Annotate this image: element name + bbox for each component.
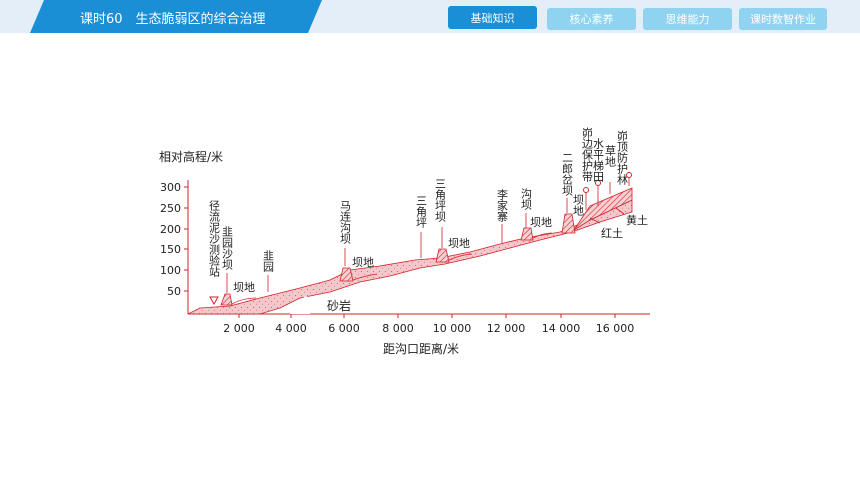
y-tick: 50 (167, 285, 181, 298)
dam-shape (220, 293, 233, 306)
dam-shape (573, 187, 633, 231)
x-tick: 16 000 (596, 322, 635, 335)
x-axis-label: 距沟口距离/米 (383, 341, 459, 356)
label-malian-dam: 马连沟坝 (339, 200, 352, 244)
dam-shape (520, 227, 534, 241)
y-tick: 100 (160, 264, 181, 277)
leader-lines (226, 178, 630, 293)
x-tick: 8 000 (382, 322, 414, 335)
x-tick: 10 000 (433, 322, 472, 335)
y-ticks: 300 250 200 150 100 50 (160, 181, 188, 298)
label-terrace: 水平梯田 (592, 138, 605, 182)
tab-core-literacy[interactable]: 核心素养 (547, 8, 636, 30)
dams (220, 187, 633, 306)
label-sanjiaoping: 三角坪 (415, 195, 428, 229)
x-tick: 12 000 (487, 322, 526, 335)
tree-markers (583, 172, 632, 193)
label-red-soil: 红土 (601, 227, 623, 240)
label-damland: 坝地 (448, 236, 470, 250)
x-tick: 14 000 (542, 322, 581, 335)
x-ticks: 2 000 4 000 6 000 8 000 10 000 12 000 14… (223, 314, 634, 335)
y-axis-label: 相对高程/米 (159, 149, 223, 164)
label-damland: 坝地 (352, 255, 374, 269)
tab-homework[interactable]: 课时数智作业 (739, 8, 827, 30)
label-leek-garden: 韭园 (262, 250, 275, 273)
x-tick: 4 000 (275, 322, 307, 335)
top-bar: 课时60 生态脆弱区的综合治理 基础知识 核心素养 思维能力 课时数智作业 (0, 0, 860, 33)
label-grassland: 草地 (604, 145, 617, 167)
dam-shape (435, 248, 450, 263)
tab-basic-knowledge[interactable]: 基础知识 (448, 6, 537, 29)
lesson-title-tab (30, 0, 322, 33)
label-lijiazhai: 李家寨 (496, 188, 509, 222)
label-loess: 黄土 (626, 213, 648, 227)
y-tick: 300 (160, 181, 181, 194)
y-tick: 150 (160, 243, 181, 256)
label-erlang-dam: 二郎岔坝 (561, 152, 574, 196)
label-leek-dam: 韭园沙坝 (221, 226, 234, 270)
label-damland-vertical: 坝地 (572, 193, 585, 216)
dam-shape (339, 267, 354, 282)
label-damland: 坝地 (233, 280, 255, 294)
station-marker (209, 296, 219, 306)
label-sanjiaoping-dam: 三角坪坝 (434, 178, 447, 222)
lesson-title: 课时60 生态脆弱区的综合治理 (80, 12, 266, 27)
damland-deposits (231, 232, 553, 305)
label-sandstone: 砂岩 (327, 298, 351, 313)
label-top-forest: 峁顶防护林 (616, 130, 629, 185)
label-edge-belt: 峁边保护带 (581, 127, 594, 183)
y-tick: 250 (160, 202, 181, 215)
label-damland: 坝地 (530, 215, 552, 229)
label-gou-dam: 沟坝 (520, 188, 533, 210)
y-tick: 200 (160, 223, 181, 236)
x-tick: 6 000 (328, 322, 360, 335)
x-tick: 2 000 (223, 322, 255, 335)
dam-shape (561, 213, 576, 234)
label-station: 径流泥沙测验站 (208, 200, 221, 278)
tab-thinking-ability[interactable]: 思维能力 (643, 8, 732, 30)
